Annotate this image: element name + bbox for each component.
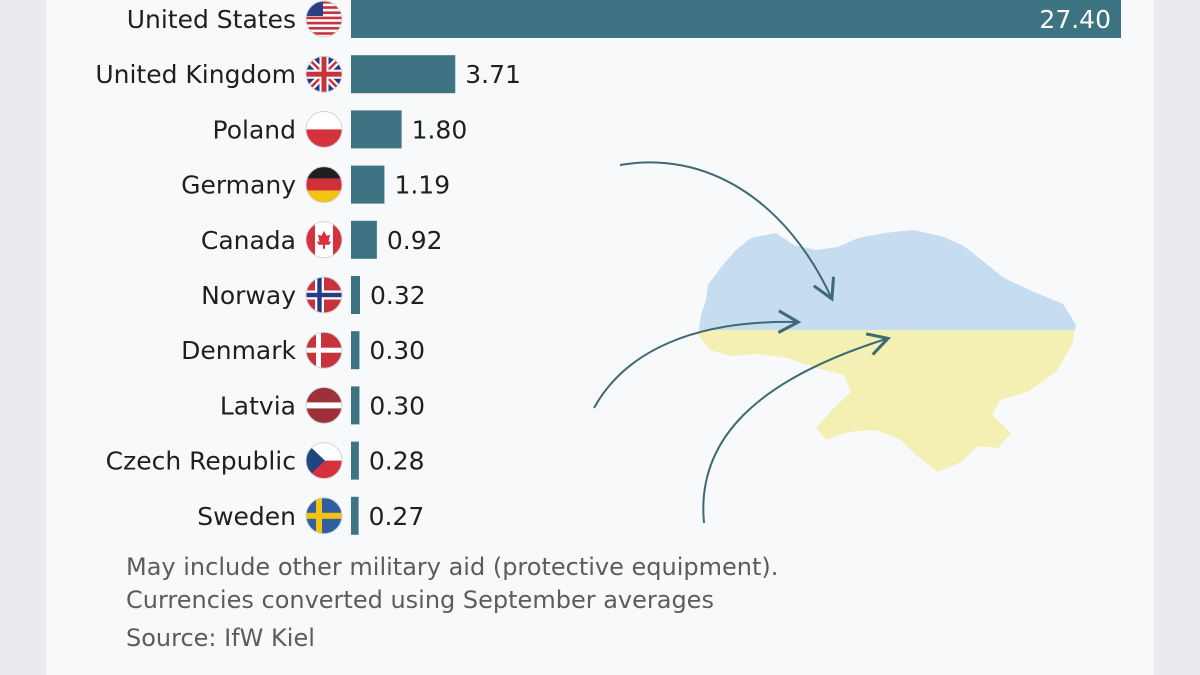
country-label: United States [127, 5, 296, 34]
country-label: Sweden [197, 502, 296, 531]
bar [351, 0, 1121, 38]
country-label: United Kingdom [95, 60, 296, 89]
bar [351, 276, 360, 314]
latvia-flag-icon [305, 386, 343, 424]
source-note: Source: IfW Kiel [126, 624, 315, 652]
czech-flag-icon [305, 442, 343, 480]
country-label: Denmark [181, 336, 296, 365]
bar [351, 110, 402, 149]
bar [351, 331, 360, 370]
value-label: 0.32 [370, 281, 426, 310]
country-label: Poland [213, 115, 296, 144]
arrow-bottom [702, 332, 892, 524]
bars-layer: United States 27.40 United Kingdom 3.71 Pola… [95, 0, 1121, 535]
country-label: Czech Republic [106, 447, 296, 476]
bar [351, 441, 359, 480]
poland-flag-icon [305, 110, 343, 148]
aid-arrows [593, 161, 892, 524]
note-line-1: May include other military aid (protecti… [126, 553, 779, 581]
arrow-left [593, 309, 802, 409]
bar [351, 220, 377, 259]
ukraine-map [698, 230, 1076, 472]
value-label: 0.30 [369, 391, 425, 420]
value-label: 0.28 [369, 447, 425, 476]
bar [351, 165, 385, 204]
value-label: 3.71 [465, 60, 521, 89]
canada-flag-icon [305, 221, 343, 259]
country-label: Canada [201, 226, 296, 255]
bar-chart: United States 27.40 United Kingdom 3.71 Pola… [95, 0, 1121, 535]
bar [351, 55, 456, 94]
value-label: 1.80 [412, 115, 468, 144]
chart-card: United States 27.40 United Kingdom 3.71 Pola… [46, 0, 1154, 675]
value-label: 0.92 [387, 226, 443, 255]
sweden-flag-icon [305, 497, 343, 535]
value-label: 27.40 [1039, 5, 1111, 34]
arrow-top [619, 161, 836, 302]
bar [351, 386, 360, 425]
us-flag-icon [305, 0, 343, 38]
bar [351, 496, 359, 535]
note-line-2: Currencies converted using September ave… [126, 586, 714, 614]
value-label: 0.27 [369, 502, 425, 531]
germany-flag-icon [305, 166, 343, 204]
country-label: Latvia [220, 391, 296, 420]
country-label: Germany [181, 171, 296, 200]
denmark-flag-icon [305, 331, 343, 369]
value-label: 1.19 [394, 171, 450, 200]
chart-notes: May include other military aid (protecti… [126, 551, 778, 655]
uk-flag-icon [305, 55, 343, 93]
value-label: 0.30 [369, 336, 425, 365]
country-label: Norway [201, 281, 296, 310]
norway-flag-icon [305, 276, 343, 314]
